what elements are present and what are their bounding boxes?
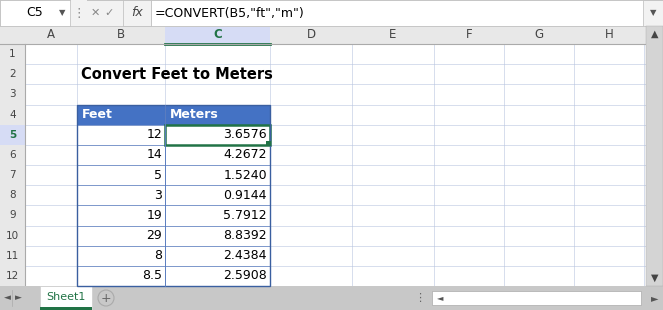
Text: B: B — [117, 29, 125, 42]
Text: ✓: ✓ — [104, 8, 113, 18]
Text: ▼: ▼ — [59, 8, 65, 17]
Text: ►: ► — [651, 293, 659, 303]
Bar — [77, 104, 165, 125]
Bar — [0, 286, 38, 310]
Text: Feet: Feet — [82, 108, 113, 121]
Bar — [0, 125, 25, 145]
Text: I: I — [652, 29, 655, 42]
Bar — [0, 286, 663, 310]
Bar — [0, 26, 646, 286]
Text: 1: 1 — [9, 49, 16, 59]
Text: 8.5: 8.5 — [142, 269, 162, 282]
Text: ▲: ▲ — [651, 29, 658, 39]
Bar — [71, 0, 87, 26]
Text: 2: 2 — [9, 69, 16, 79]
Bar — [77, 104, 270, 286]
Text: 12: 12 — [147, 128, 162, 141]
Text: 8: 8 — [154, 249, 162, 262]
Text: 8.8392: 8.8392 — [223, 229, 267, 242]
Text: 3: 3 — [154, 189, 162, 202]
Text: E: E — [389, 29, 396, 42]
Text: D: D — [306, 29, 316, 42]
Text: 29: 29 — [147, 229, 162, 242]
Bar — [432, 291, 641, 305]
Text: ⋮: ⋮ — [73, 7, 86, 20]
Bar — [123, 0, 151, 26]
Text: 7: 7 — [9, 170, 16, 180]
Bar — [40, 286, 92, 310]
Text: 9: 9 — [9, 210, 16, 220]
Text: ◄: ◄ — [3, 294, 11, 303]
Bar — [0, 0, 663, 26]
Bar — [0, 26, 646, 44]
Text: ⋮: ⋮ — [414, 293, 426, 303]
Text: ▼: ▼ — [651, 273, 658, 283]
Text: ◄: ◄ — [437, 294, 444, 303]
Bar — [165, 104, 270, 125]
Text: 1.5240: 1.5240 — [223, 169, 267, 182]
Text: 11: 11 — [6, 251, 19, 261]
Text: 2.4384: 2.4384 — [223, 249, 267, 262]
Text: ►: ► — [15, 294, 21, 303]
Text: 2.5908: 2.5908 — [223, 269, 267, 282]
Text: 14: 14 — [147, 148, 162, 162]
Bar — [0, 44, 25, 286]
Text: Sheet1: Sheet1 — [46, 292, 86, 302]
Text: G: G — [534, 29, 544, 42]
Bar — [151, 0, 643, 26]
Text: 12: 12 — [6, 271, 19, 281]
Text: H: H — [605, 29, 613, 42]
Text: 5: 5 — [9, 130, 16, 140]
Text: fx: fx — [131, 7, 143, 20]
Text: +: + — [101, 291, 111, 304]
Text: =CONVERT(B5,"ft","m"): =CONVERT(B5,"ft","m") — [155, 7, 305, 20]
Bar — [40, 307, 92, 310]
Text: C: C — [213, 29, 222, 42]
Text: 19: 19 — [147, 209, 162, 222]
Text: C5: C5 — [27, 7, 43, 20]
Text: Convert Feet to Meters: Convert Feet to Meters — [81, 67, 273, 82]
Text: 6: 6 — [9, 150, 16, 160]
Text: A: A — [47, 29, 55, 42]
Bar — [646, 26, 663, 286]
Text: 3: 3 — [9, 89, 16, 100]
Text: 3.6576: 3.6576 — [223, 128, 267, 141]
Text: 5.7912: 5.7912 — [223, 209, 267, 222]
Bar — [0, 0, 70, 26]
Text: Meters: Meters — [170, 108, 219, 121]
Text: 4.2672: 4.2672 — [223, 148, 267, 162]
Text: F: F — [465, 29, 472, 42]
Text: 4: 4 — [9, 109, 16, 120]
Text: ✕: ✕ — [90, 8, 99, 18]
Text: 8: 8 — [9, 190, 16, 200]
Bar — [165, 125, 270, 145]
Bar — [165, 26, 270, 44]
Text: ▼: ▼ — [650, 8, 656, 17]
Text: 10: 10 — [6, 231, 19, 241]
Text: 5: 5 — [154, 169, 162, 182]
Text: 0.9144: 0.9144 — [223, 189, 267, 202]
Bar — [266, 141, 271, 146]
